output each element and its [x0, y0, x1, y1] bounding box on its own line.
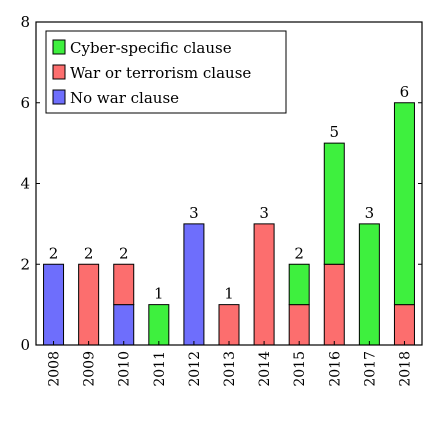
bar-segment [43, 263, 65, 346]
bar-total-label: 6 [400, 83, 410, 101]
y-tick-label: 8 [20, 13, 30, 31]
x-tick-label: 2014 [257, 351, 273, 387]
x-tick-label: 2016 [327, 351, 343, 387]
bar-segment [253, 223, 275, 346]
bar-segment [288, 263, 310, 306]
bar-total-label: 3 [365, 204, 375, 222]
legend: Cyber-specific clause War or terrorism cl… [45, 30, 287, 114]
bar-total-label: 3 [189, 204, 199, 222]
plot-frame [35, 21, 423, 346]
y-tick-label: 2 [20, 255, 30, 273]
x-tick-label: 2011 [152, 351, 168, 387]
legend-entry: War or terrorism clause [70, 64, 251, 82]
bar-segment [323, 142, 345, 265]
bar-total-label: 3 [259, 204, 269, 222]
bar-segment [218, 304, 240, 346]
x-tick-label: 2018 [397, 351, 413, 387]
bar-segment [78, 263, 100, 346]
bar-segment [148, 304, 170, 346]
x-tick-label: 2013 [222, 351, 238, 387]
legend-swatch [52, 39, 66, 55]
x-tick-label: 2012 [187, 351, 203, 387]
x-tick-label: 2008 [47, 351, 63, 387]
x-tick-label: 2010 [117, 351, 133, 387]
bar-total-label: 2 [84, 244, 94, 262]
bar-segment [288, 304, 310, 346]
legend-entry: Cyber-specific clause [70, 39, 232, 57]
legend-swatch [52, 64, 66, 80]
legend-swatch [52, 89, 66, 105]
x-tick-label: 2009 [82, 351, 98, 387]
bar-segment [183, 223, 205, 346]
x-tick-label: 2015 [292, 351, 308, 387]
bar-segment [323, 263, 345, 346]
bar-total-label: 2 [49, 244, 59, 262]
bars [43, 102, 415, 346]
y-tick-label: 6 [20, 94, 30, 112]
y-tick-label: 0 [20, 336, 30, 354]
bar-total-label: 2 [294, 244, 304, 262]
legend-entry: No war clause [70, 89, 179, 107]
bar-total-label: 1 [154, 285, 164, 303]
bar-total-label: 1 [224, 285, 234, 303]
bar-total-label: 5 [329, 123, 339, 141]
bar-total-label: 2 [119, 244, 129, 262]
bar-segment [113, 263, 135, 306]
x-axis: 2008 2009 2010 2011 2012 2013 2014 2015 2016 2017… [47, 341, 413, 387]
y-tick-label: 4 [20, 175, 30, 193]
bar-segment [358, 223, 380, 346]
bar-segment [113, 304, 135, 346]
bar-segment [393, 304, 415, 346]
total-labels: 2 2 2 1 3 1 3 2 5 3 6 [49, 83, 409, 303]
x-tick-label: 2017 [362, 351, 378, 387]
bar-segment [393, 102, 415, 306]
legend-box [45, 30, 287, 114]
